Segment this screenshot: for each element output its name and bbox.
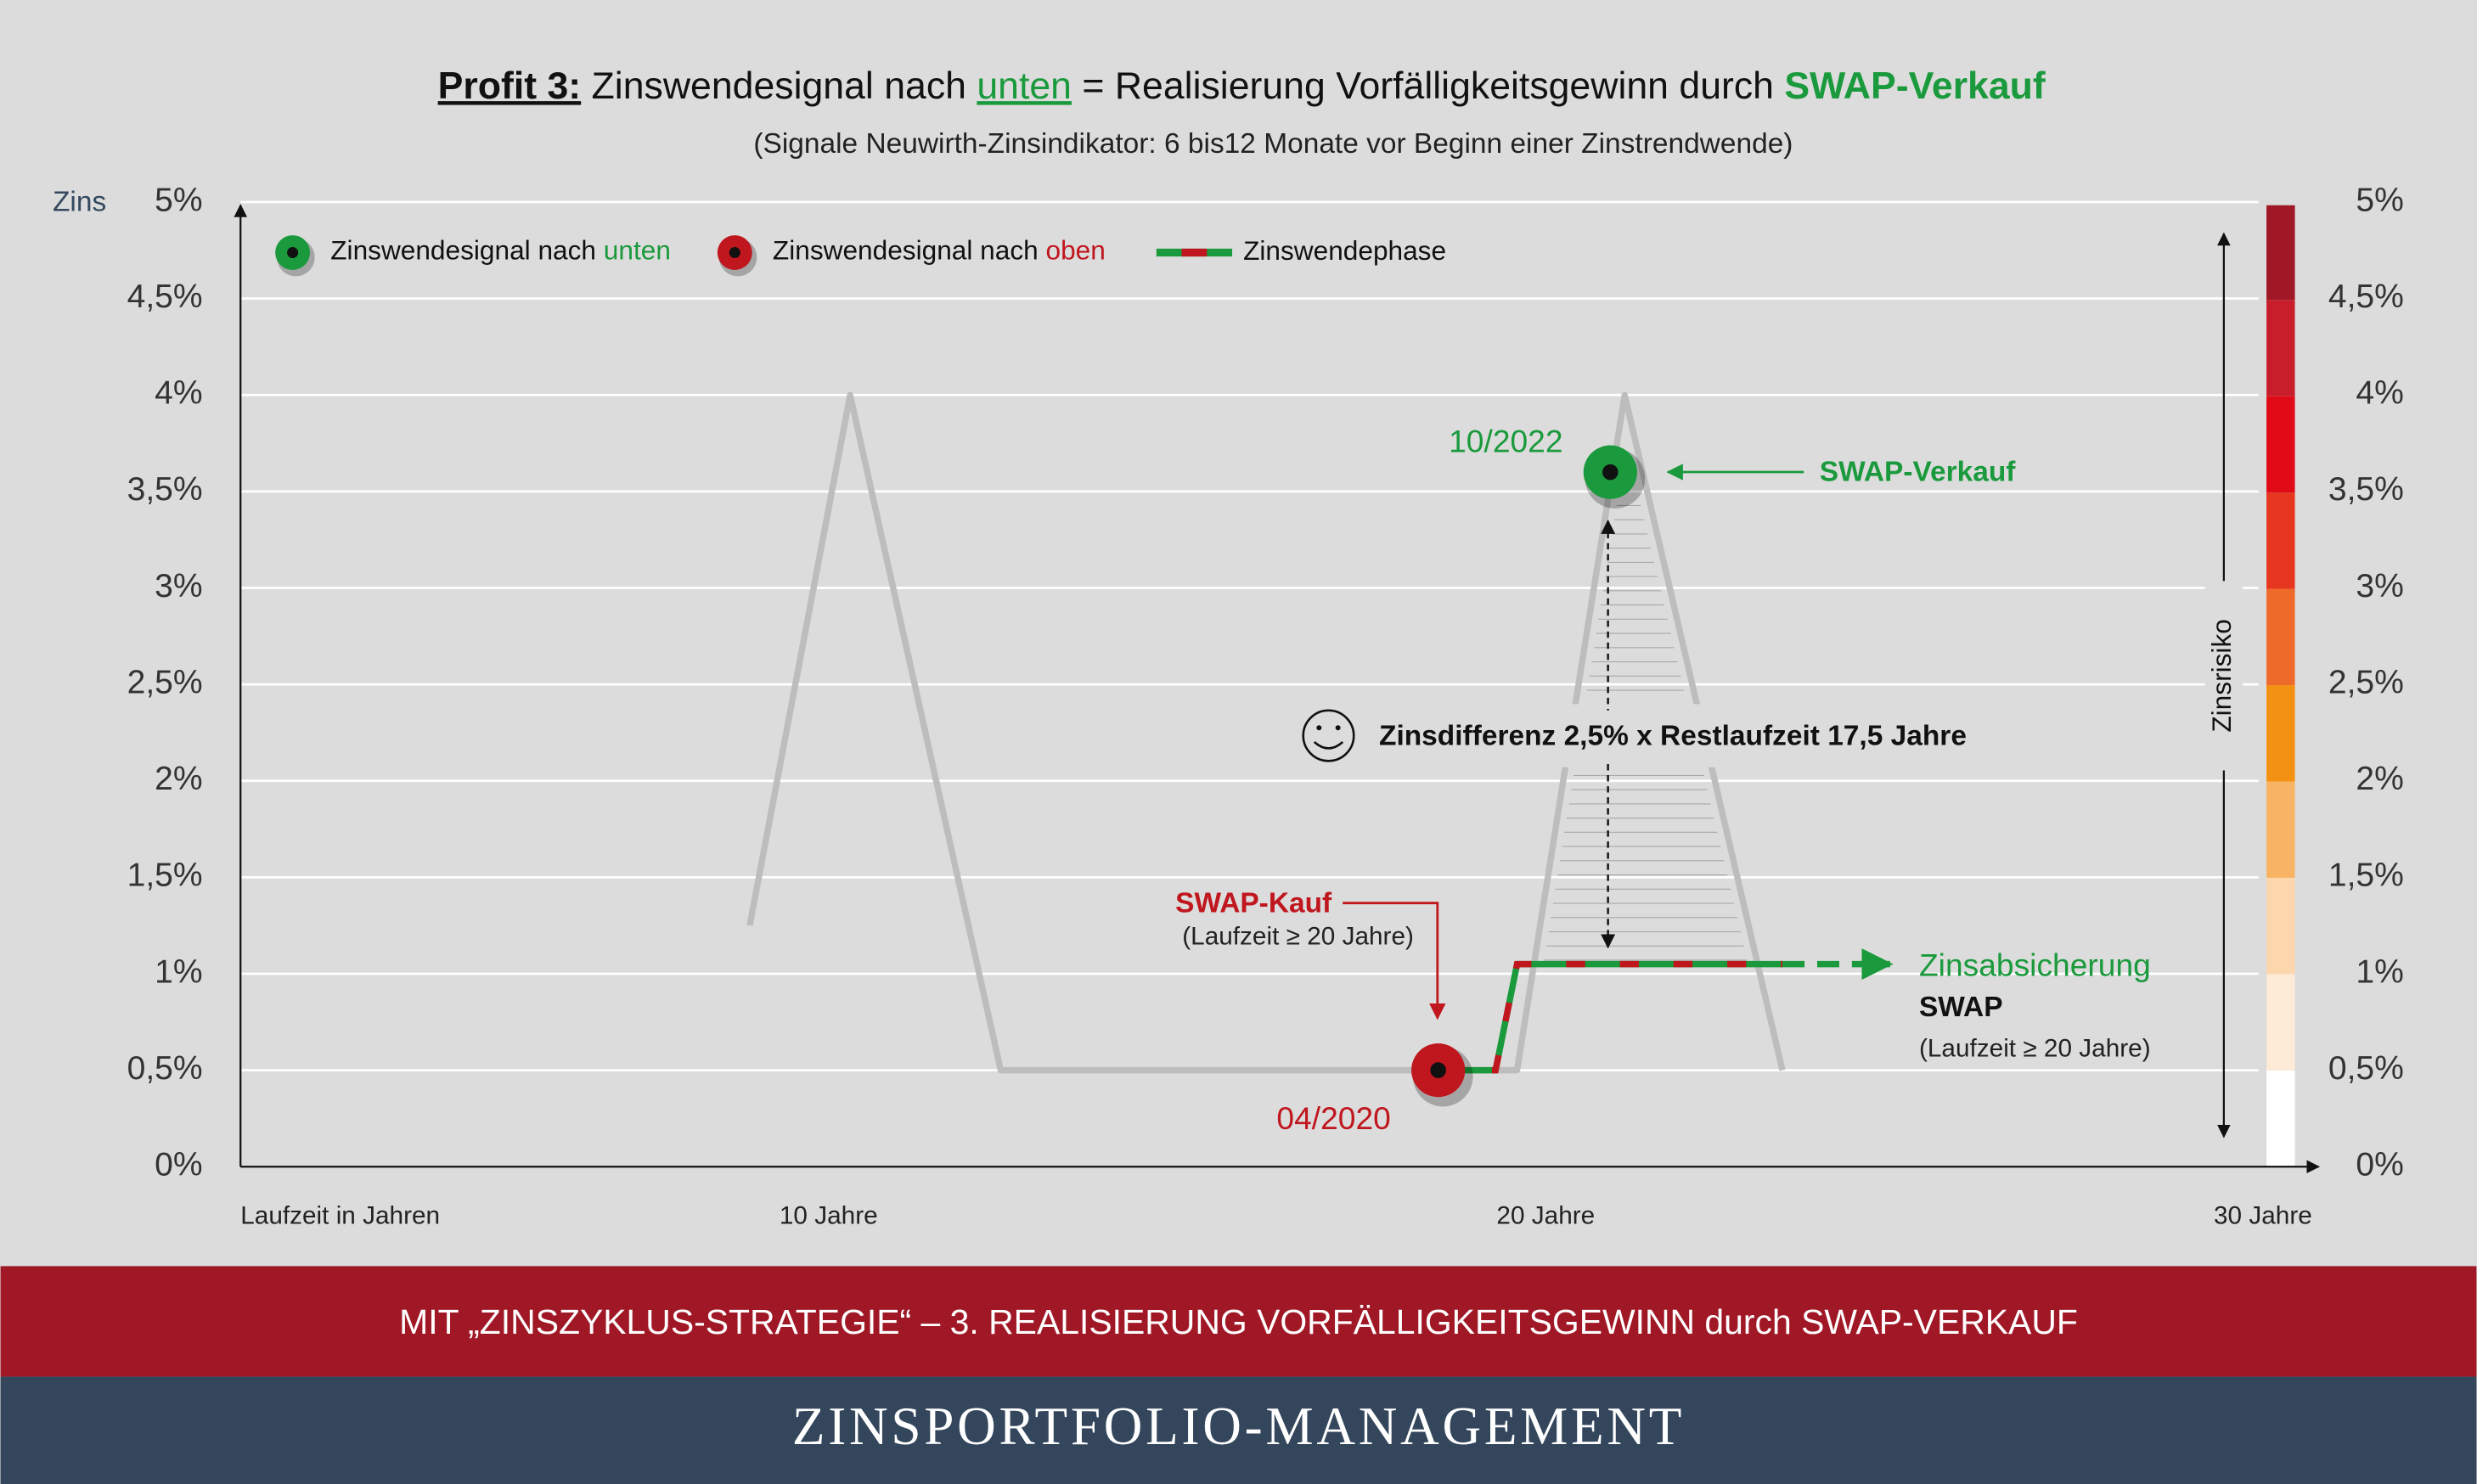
y2-tick-label: 4,5%	[2328, 278, 2404, 315]
x-tick-label: 30 Jahre	[2214, 1202, 2312, 1230]
title-part: unten	[977, 65, 1072, 107]
legend-symbol-center	[287, 247, 299, 259]
label-bg	[1358, 710, 2054, 765]
y2-tick-label: 3,5%	[2328, 471, 2404, 508]
y-tick-label: 1,5%	[127, 857, 203, 894]
y-tick-label: 0%	[155, 1147, 202, 1183]
y-tick-label: 1%	[155, 953, 202, 990]
label-bg	[2204, 581, 2243, 771]
title-part: = Realisierung Vorfälligkeitsgewinn durc…	[1072, 65, 1784, 107]
y2-tick-label: 5%	[2356, 182, 2403, 218]
x-axis-label: Laufzeit in Jahren	[240, 1202, 440, 1230]
y2-tick-label: 0%	[2356, 1147, 2403, 1183]
hedge-label: Zinsabsicherung	[1919, 947, 2151, 983]
legend-label: Zinswendesignal nach oben	[773, 235, 1106, 266]
hedge-swap: SWAP	[1919, 992, 2003, 1023]
legend-symbol-center	[729, 247, 740, 259]
buy-arrow	[1343, 902, 1446, 1020]
point-label: 04/2020	[1276, 1100, 1390, 1136]
point-center	[1430, 1062, 1446, 1078]
y-tick-label: 5%	[155, 182, 202, 218]
legend-text: Zinswendesignal nach	[773, 235, 1046, 266]
hedge-note: (Laufzeit ≥ 20 Jahre)	[1919, 1034, 2151, 1062]
y2-tick-label: 0,5%	[2328, 1050, 2404, 1087]
difference-label: Zinsdifferenz 2,5% x Restlaufzeit 17,5 J…	[1379, 720, 1967, 751]
point-label: 10/2022	[1449, 424, 1562, 459]
y2-tick-label: 2%	[2356, 761, 2403, 797]
buy-note: (Laufzeit ≥ 20 Jahre)	[1182, 922, 1414, 950]
title-part: Profit 3:	[438, 65, 582, 107]
smiley	[1302, 709, 1355, 762]
y-axis-label: Zins	[53, 187, 106, 218]
y2-tick-label: 4%	[2356, 375, 2403, 412]
footer-text: ZINSPORTFOLIO-MANAGEMENT	[792, 1397, 1685, 1456]
y-tick-label: 2,5%	[127, 664, 203, 700]
legend-highlight: oben	[1045, 235, 1105, 266]
banner	[0, 1266, 2477, 1377]
sell-label: SWAP-Verkauf	[1820, 457, 2016, 488]
banner-text: MIT „ZINSZYKLUS-STRATEGIE“ – 3. REALISIE…	[399, 1302, 2078, 1341]
chart-title: Profit 3: Zinswendesignal nach unten = R…	[438, 65, 2046, 107]
y2-tick-label: 1%	[2356, 953, 2403, 990]
point-center	[1602, 464, 1618, 481]
title-part: SWAP-Verkauf	[1784, 65, 2046, 107]
legend-text: Zinswendesignal nach	[330, 235, 604, 266]
y-tick-label: 3,5%	[127, 471, 203, 508]
y2-tick-label: 3%	[2356, 568, 2403, 604]
risk-bar	[2266, 205, 2295, 1167]
hatching	[1544, 504, 1748, 961]
legend-label: Zinswendephase	[1243, 235, 1446, 266]
y-tick-label: 4,5%	[127, 278, 203, 315]
footer	[0, 1376, 2477, 1484]
y2-tick-label: 1,5%	[2328, 857, 2404, 894]
y2-tick-label: 2,5%	[2328, 664, 2404, 700]
buy-label: SWAP-Kauf	[1175, 887, 1332, 919]
subtitle: (Signale Neuwirth-Zinsindikator: 6 bis12…	[753, 128, 1793, 160]
title-part: Zinswendesignal nach	[581, 65, 977, 107]
y-tick-label: 0,5%	[127, 1050, 203, 1087]
line-series-dash	[1438, 960, 1783, 1074]
legend-highlight: unten	[604, 235, 671, 266]
x-tick-label: 10 Jahre	[780, 1202, 878, 1230]
background	[0, 0, 2477, 1267]
x-tick-label: 20 Jahre	[1496, 1202, 1595, 1230]
y-tick-label: 2%	[155, 761, 202, 797]
line-series	[746, 391, 1786, 1074]
legend-label: Zinswendesignal nach unten	[330, 235, 671, 266]
y-tick-label: 4%	[155, 375, 202, 412]
y-tick-label: 3%	[155, 568, 202, 604]
risk-label: Zinsrisiko	[2206, 619, 2237, 732]
